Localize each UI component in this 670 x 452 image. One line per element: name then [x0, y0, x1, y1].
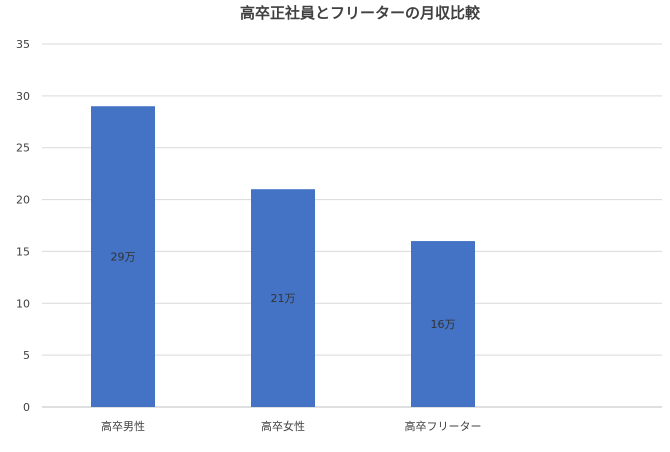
bar — [251, 189, 315, 407]
y-tick-label: 5 — [23, 349, 30, 362]
y-tick-label: 25 — [16, 142, 30, 155]
y-tick-label: 0 — [23, 401, 30, 414]
bars — [91, 106, 475, 407]
x-category-label: 高卒男性 — [101, 419, 145, 433]
y-axis-ticks: 0 5 10 15 20 25 30 35 — [16, 38, 30, 414]
y-tick-label: 10 — [16, 297, 30, 310]
x-category-label: 高卒フリーター — [405, 419, 482, 433]
bar — [411, 241, 475, 407]
data-label: 29万 — [111, 251, 136, 264]
y-tick-label: 30 — [16, 90, 30, 103]
y-tick-label: 35 — [16, 38, 30, 51]
x-axis-categories: 高卒男性 高卒女性 高卒フリーター — [101, 419, 482, 433]
data-label: 16万 — [431, 318, 456, 331]
y-tick-label: 20 — [16, 194, 30, 207]
data-label: 21万 — [271, 292, 296, 305]
y-tick-label: 15 — [16, 245, 30, 258]
chart-title: 高卒正社員とフリーターの月収比較 — [240, 4, 481, 22]
bar — [91, 106, 155, 407]
x-category-label: 高卒女性 — [261, 419, 305, 433]
data-labels: 29万 21万 16万 — [111, 251, 456, 331]
